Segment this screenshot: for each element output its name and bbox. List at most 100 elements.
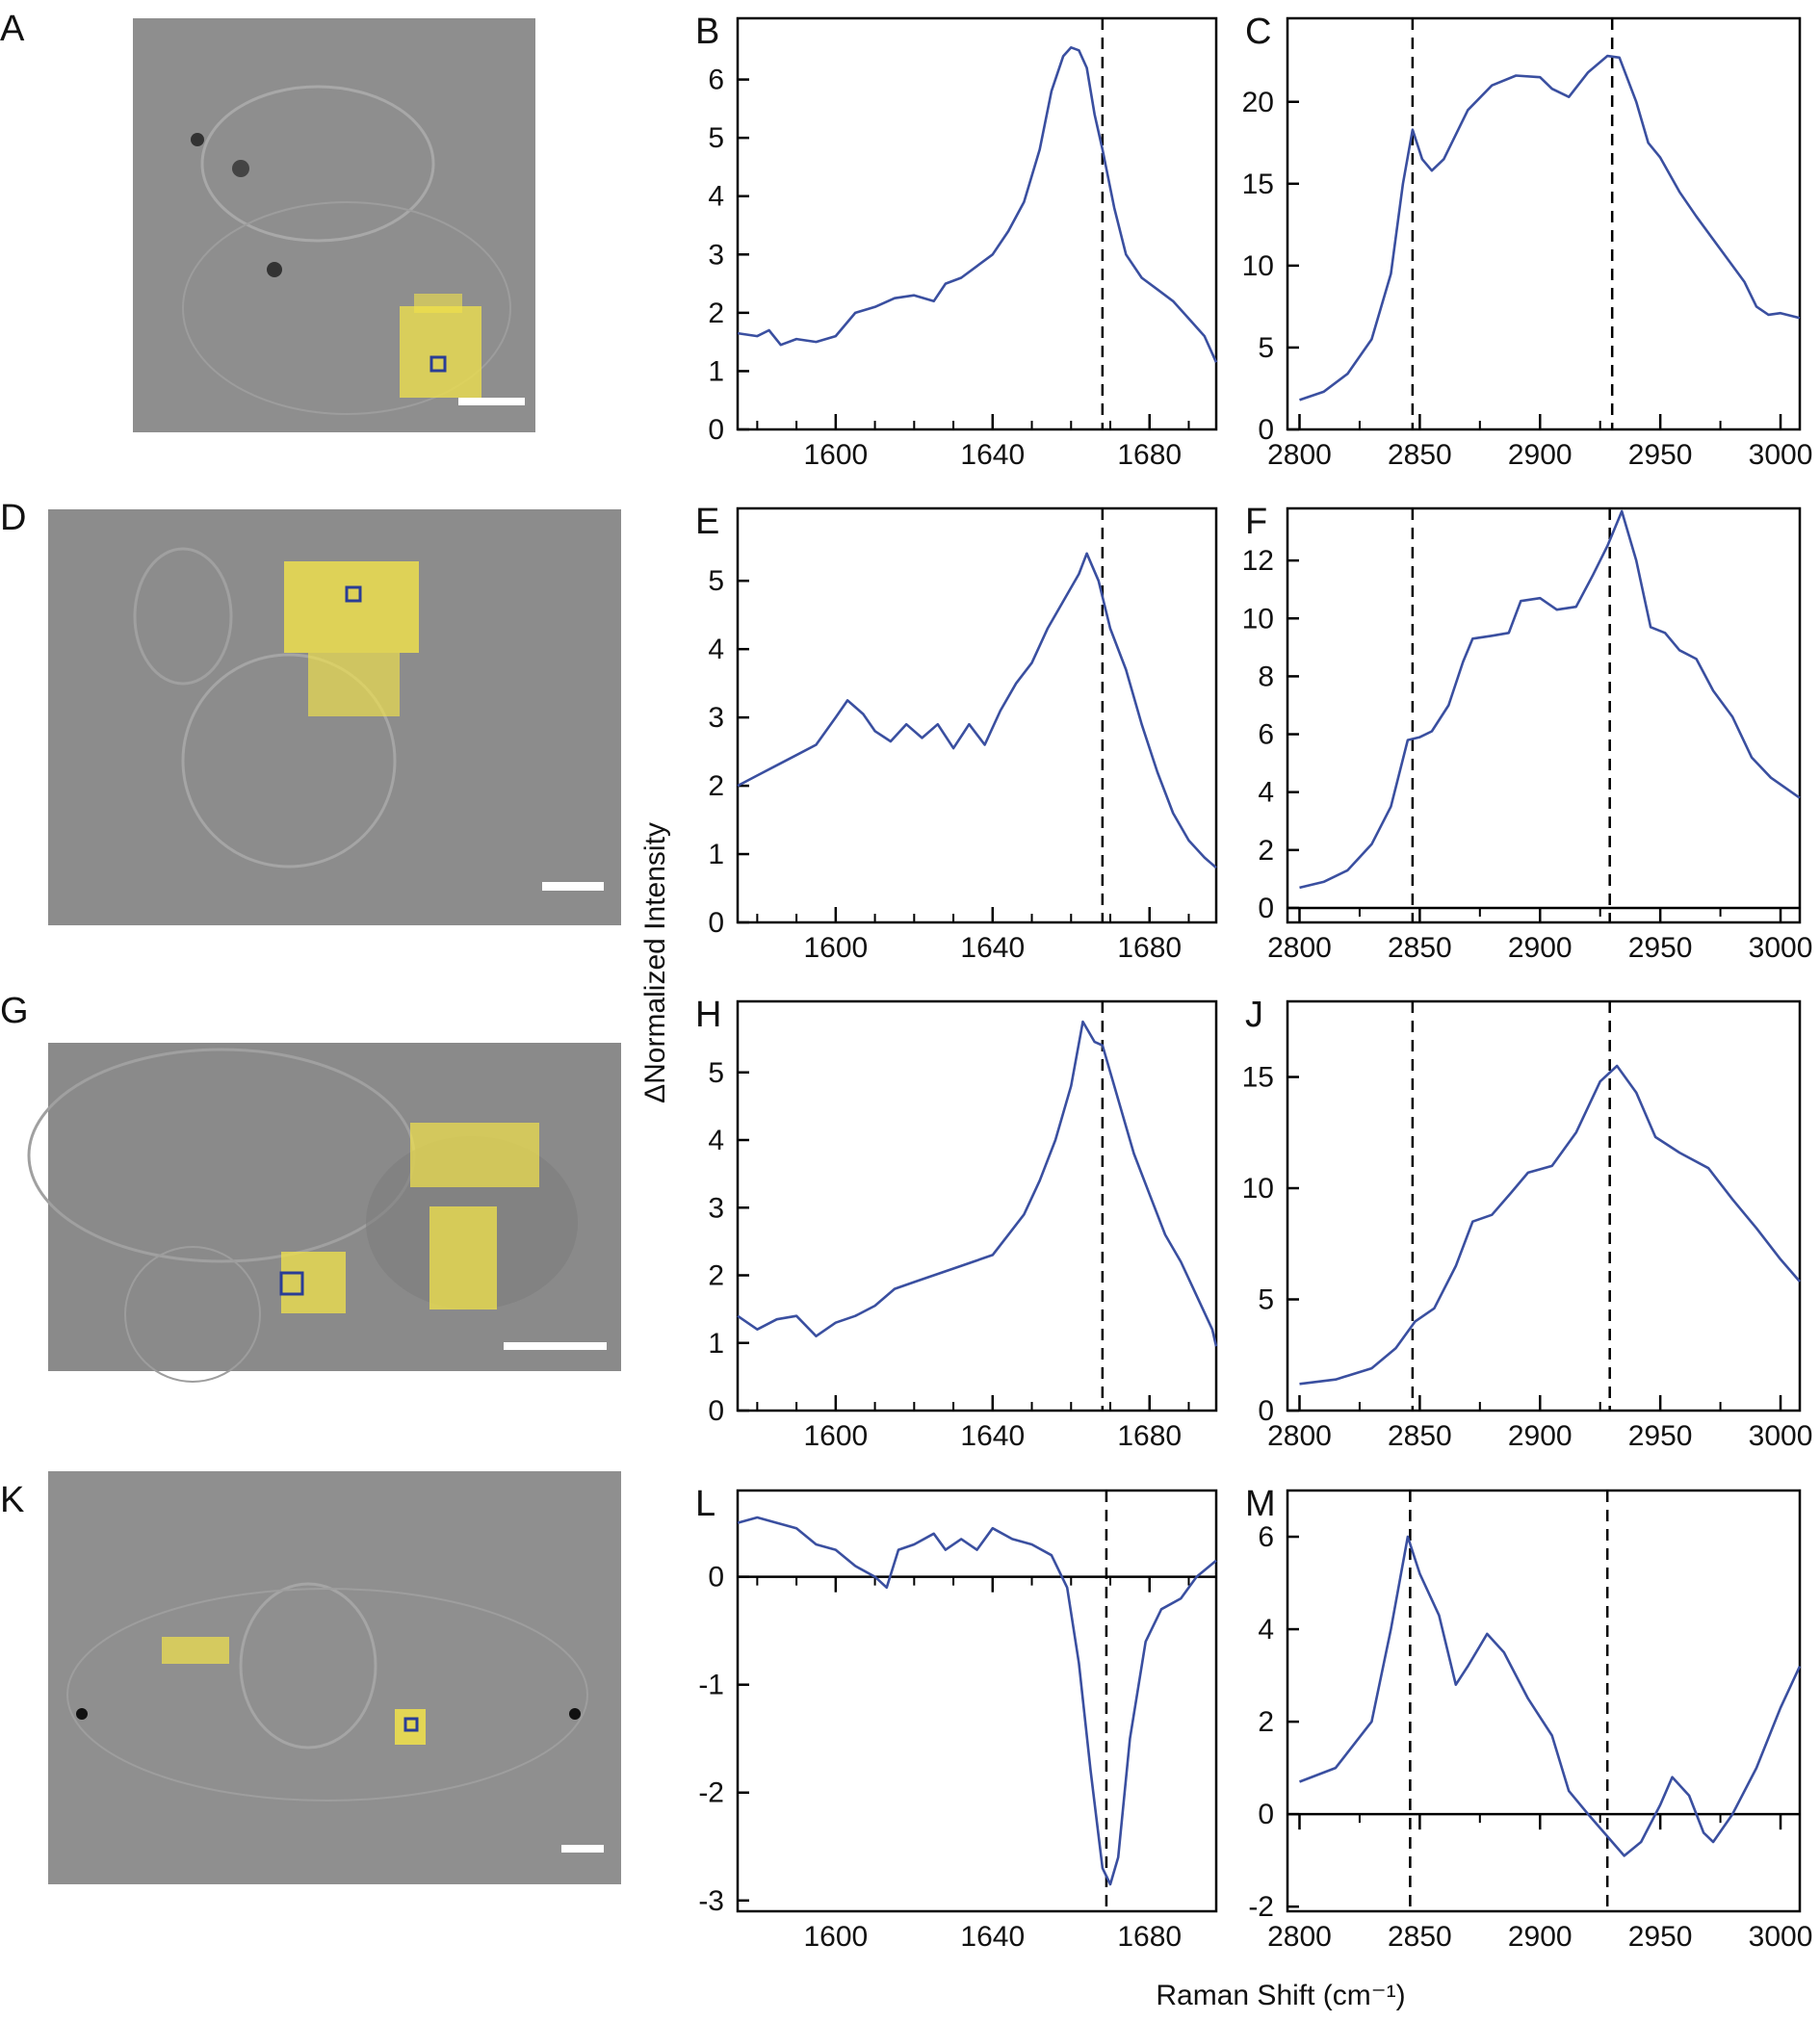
y-tick-label: -2 xyxy=(698,1777,724,1809)
x-tick-label: 2950 xyxy=(1628,1420,1693,1452)
y-tick-label: 15 xyxy=(1242,1062,1274,1094)
x-tick-label: 1680 xyxy=(1117,932,1182,964)
y-tick-label: 10 xyxy=(1242,603,1274,635)
panel-label: L xyxy=(695,1484,715,1524)
panel-label: E xyxy=(695,502,719,542)
panel-label: J xyxy=(1245,995,1263,1035)
x-tick-label: 1600 xyxy=(803,439,868,471)
y-tick-label: 2 xyxy=(708,298,724,329)
x-tick-label: 1640 xyxy=(960,1921,1025,1953)
image-panel xyxy=(133,18,535,432)
y-tick-label: 6 xyxy=(708,65,724,96)
x-tick-label: 3000 xyxy=(1749,932,1813,964)
x-tick-label: 2950 xyxy=(1628,932,1693,964)
y-tick-label: 6 xyxy=(1258,719,1274,751)
plot-frame xyxy=(736,16,1218,431)
plot-frame xyxy=(736,999,1218,1413)
x-tick-label: 1640 xyxy=(960,439,1025,471)
panel-label: H xyxy=(695,995,721,1035)
y-tick-label: 4 xyxy=(708,1125,724,1156)
x-tick-label: 3000 xyxy=(1749,1420,1813,1452)
y-tick-label: 0 xyxy=(1258,1395,1274,1427)
y-tick-label: 5 xyxy=(708,1057,724,1089)
x-tick-label: 2800 xyxy=(1267,932,1332,964)
x-tick-label: 1600 xyxy=(803,932,868,964)
spectrum-line xyxy=(1299,1535,1802,1857)
x-tick-label: 1600 xyxy=(803,1921,868,1953)
y-tick-label: -1 xyxy=(698,1670,724,1701)
spectrum-line xyxy=(737,46,1218,363)
y-tick-label: 0 xyxy=(708,907,724,939)
y-tick-label: 6 xyxy=(1258,1521,1274,1553)
y-tick-label: 10 xyxy=(1242,250,1274,282)
x-tick-label: 1640 xyxy=(960,1420,1025,1452)
y-tick-label: 0 xyxy=(1258,1799,1274,1830)
y-tick-label: 12 xyxy=(1242,545,1274,577)
plot-frame xyxy=(1286,1489,1802,1913)
plot-frame xyxy=(1286,16,1802,431)
y-tick-label: 4 xyxy=(708,181,724,213)
x-tick-label: 2850 xyxy=(1388,1921,1452,1953)
y-tick-label: 20 xyxy=(1242,87,1274,118)
x-tick-label: 2800 xyxy=(1267,439,1332,471)
y-tick-label: 2 xyxy=(1258,1706,1274,1738)
plot-frame xyxy=(736,506,1218,924)
y-tick-label: 10 xyxy=(1242,1173,1274,1205)
y-tick-label: 5 xyxy=(1258,1284,1274,1316)
y-tick-label: 3 xyxy=(708,239,724,271)
y-tick-label: 4 xyxy=(1258,777,1274,809)
x-tick-label: 2900 xyxy=(1508,439,1573,471)
x-tick-label: 3000 xyxy=(1749,1921,1813,1953)
y-tick-label: 1 xyxy=(708,839,724,870)
y-axis-label: ΔNormalized Intensity xyxy=(639,822,671,1103)
x-tick-label: 2900 xyxy=(1508,932,1573,964)
y-tick-label: 2 xyxy=(1258,835,1274,867)
y-tick-label: 2 xyxy=(708,770,724,802)
image-panel xyxy=(48,509,621,925)
panel-label: A xyxy=(0,9,25,49)
panel-label: D xyxy=(0,498,26,538)
x-tick-label: 3000 xyxy=(1749,439,1813,471)
x-tick-label: 2800 xyxy=(1267,1420,1332,1452)
panel-label: B xyxy=(695,12,719,52)
plot-frame xyxy=(1286,506,1802,924)
x-tick-label: 1680 xyxy=(1117,1921,1182,1953)
spectrum-line xyxy=(1299,1064,1801,1386)
x-tick-label: 2850 xyxy=(1388,932,1452,964)
y-tick-label: 0 xyxy=(708,414,724,446)
y-tick-label: 0 xyxy=(708,1395,724,1427)
y-tick-label: 2 xyxy=(708,1260,724,1292)
x-tick-label: 1600 xyxy=(803,1420,868,1452)
x-tick-label: 2850 xyxy=(1388,1420,1452,1452)
panel-label: F xyxy=(1245,502,1267,542)
y-tick-label: 0 xyxy=(1258,414,1274,446)
y-tick-label: 0 xyxy=(708,1562,724,1594)
plot-frame xyxy=(736,1489,1218,1913)
spectrum-line xyxy=(1299,54,1801,402)
spectrum-line xyxy=(737,1020,1218,1347)
x-tick-label: 2900 xyxy=(1508,1420,1573,1452)
x-tick-label: 1680 xyxy=(1117,439,1182,471)
y-tick-label: 4 xyxy=(1258,1614,1274,1646)
y-tick-label: 5 xyxy=(1258,332,1274,364)
x-tick-label: 2950 xyxy=(1628,1921,1693,1953)
image-panel xyxy=(27,1043,621,1383)
y-tick-label: -3 xyxy=(698,1885,724,1917)
x-tick-label: 2950 xyxy=(1628,439,1693,471)
y-tick-label: 3 xyxy=(708,1192,724,1224)
x-tick-label: 2850 xyxy=(1388,439,1452,471)
panel-label: K xyxy=(0,1480,24,1520)
x-axis-label: Raman Shift (cm⁻¹) xyxy=(1156,1980,1405,2011)
spectrum-line xyxy=(737,1516,1217,1886)
spectrum-line xyxy=(737,552,1217,869)
spectrum-line xyxy=(1299,509,1801,890)
y-tick-label: 0 xyxy=(1258,893,1274,924)
y-tick-label: 8 xyxy=(1258,661,1274,692)
y-tick-label: 5 xyxy=(708,565,724,597)
x-tick-label: 2900 xyxy=(1508,1921,1573,1953)
panel-label: C xyxy=(1245,12,1271,52)
y-tick-label: 15 xyxy=(1242,168,1274,200)
y-tick-label: 1 xyxy=(708,355,724,387)
x-tick-label: 2800 xyxy=(1267,1921,1332,1953)
